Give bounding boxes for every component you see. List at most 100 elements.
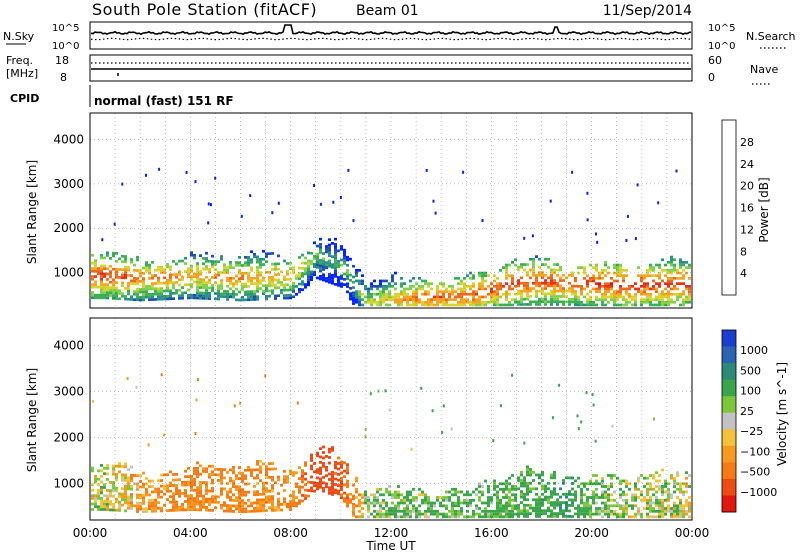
power-cell [535, 281, 538, 285]
velocity-cell [109, 480, 112, 484]
power-cell [205, 283, 208, 287]
power-cell [355, 271, 358, 275]
velocity-cell [448, 496, 451, 499]
power-cell [283, 288, 286, 292]
power-cell [277, 278, 280, 282]
velocity-cell [655, 515, 658, 519]
velocity-cell [331, 493, 334, 496]
power-cell [520, 281, 523, 285]
velocity-cell [553, 473, 556, 477]
velocity-cell [169, 470, 172, 474]
velocity-cell [379, 515, 382, 519]
velocity-cell [670, 512, 673, 516]
velocity-cell [118, 462, 121, 465]
power-cell [91, 261, 94, 265]
velocity-cell [532, 479, 535, 482]
velocity-cell [580, 509, 583, 513]
velocity-cell [520, 484, 523, 488]
velocity-speck [591, 393, 594, 397]
power-cell [523, 263, 526, 266]
power-cell [127, 287, 130, 290]
power-cell [652, 285, 655, 288]
velocity-cell [100, 480, 103, 484]
power-cell [619, 263, 622, 267]
velocity-speck [442, 404, 445, 408]
power-cell [109, 264, 112, 268]
velocity-cell [541, 503, 544, 507]
power-cell [535, 284, 538, 288]
power-cell [469, 277, 472, 280]
velocity-cell [184, 469, 187, 473]
velocity-cell [478, 485, 481, 488]
power-cell [217, 287, 220, 290]
power-cell [199, 254, 202, 257]
power-cell [667, 282, 670, 285]
power-cell [127, 268, 130, 272]
velocity-cell [550, 515, 553, 518]
velocity-cell [631, 496, 634, 499]
velocity-cell [601, 493, 604, 497]
velocity-cell [262, 490, 265, 493]
velocity-cell [280, 508, 283, 512]
power-cell [481, 274, 484, 277]
power-cell [685, 261, 688, 264]
velocity-cell [190, 508, 193, 511]
power-cell [385, 285, 388, 288]
power-cell [448, 292, 451, 296]
power-cell [391, 274, 394, 277]
velocity-cell [685, 504, 688, 508]
velocity-cell [397, 515, 400, 519]
power-cell [295, 274, 298, 278]
power-cell [106, 267, 109, 271]
velocity-cell [652, 507, 655, 510]
power-cell [661, 269, 664, 272]
velocity-cell [208, 473, 211, 476]
velocity-cell [202, 500, 205, 504]
power-cell [115, 275, 118, 279]
power-cell [319, 251, 322, 254]
velocity-cell [343, 469, 346, 473]
power-cell [91, 269, 94, 273]
velocity-cell [658, 498, 661, 502]
power-cell [94, 296, 97, 300]
power-cell [199, 291, 202, 295]
velocity-cell [337, 489, 340, 493]
velocity-cell [562, 479, 565, 482]
power-cell [340, 282, 343, 286]
power-cell [625, 269, 628, 272]
power-cell [286, 283, 289, 287]
velocity-cell [139, 480, 142, 483]
power-cell [646, 292, 649, 296]
velocity-cell [271, 467, 274, 471]
velocity-cell [139, 474, 142, 478]
power-cell [505, 266, 508, 269]
velocity-cell [517, 476, 520, 480]
velocity-cell [559, 506, 562, 510]
velocity-cell [655, 496, 658, 499]
power-cell [205, 297, 208, 300]
velocity-cell [361, 515, 364, 519]
power-cell [361, 282, 364, 285]
power-cell [346, 290, 349, 294]
velocity-cell [391, 493, 394, 497]
power-cell [508, 287, 511, 291]
power-cell [670, 255, 673, 259]
power-cell [337, 262, 340, 266]
velocity-cell [112, 508, 115, 512]
velocity-cell [418, 509, 421, 513]
velocity-cell [385, 490, 388, 494]
velocity-cell [241, 502, 244, 505]
power-cell [439, 290, 442, 293]
power-cell [103, 264, 106, 268]
velocity-cell [214, 506, 217, 510]
velocity-cell [517, 487, 520, 491]
velocity-cell [316, 482, 319, 485]
power-cell [685, 300, 688, 304]
velocity-cell [430, 501, 433, 505]
frequency-panel-frame [89, 54, 693, 82]
velocity-cell [163, 492, 166, 496]
power-cell [208, 268, 211, 271]
velocity-cell [625, 482, 628, 486]
power-cell [241, 285, 244, 289]
